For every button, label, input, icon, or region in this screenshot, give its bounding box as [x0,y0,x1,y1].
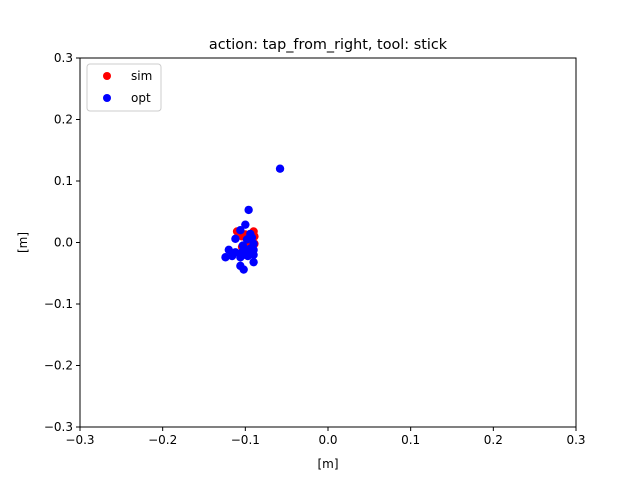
x-tick-label: 0.1 [401,433,420,447]
point-opt [231,234,240,244]
y-tick-label: 0.3 [54,51,73,65]
point-opt [244,205,253,215]
legend-label-opt: opt [131,91,151,105]
x-tick-label: 0.0 [318,433,337,447]
y-axis-label: [m] [16,232,30,253]
y-tick-label: 0.2 [54,113,73,127]
y-axis: −0.3 −0.2 −0.1 0.0 0.1 0.2 0.3 [44,51,80,434]
x-tick-label: −0.1 [231,433,260,447]
y-tick-label: −0.3 [44,420,73,434]
point-opt [236,226,245,235]
x-tick-label: −0.3 [65,433,94,447]
point-opt [239,265,248,274]
point-opt [227,251,237,261]
point-opt [249,257,258,267]
legend-marker-sim [103,72,111,80]
point-opt [243,251,253,261]
x-axis-label: [m] [317,457,338,471]
legend-marker-opt [103,94,111,102]
point-opt [224,245,233,255]
point-opt [241,220,250,229]
chart-title: action: tap_from_right, tool: stick [209,37,448,53]
y-tick-label: 0.1 [54,174,73,188]
points-layer [221,164,285,274]
y-tick-label: 0.0 [54,236,73,250]
y-tick-label: −0.1 [44,297,73,311]
point-opt [221,253,230,262]
point-opt [275,164,285,173]
x-axis: −0.3 −0.2 −0.1 0.0 0.1 0.2 0.3 [65,427,586,447]
x-tick-label: −0.2 [148,433,177,447]
legend: sim opt [86,63,162,112]
point-opt [238,241,248,250]
x-tick-label: 0.3 [566,433,585,447]
legend-label-sim: sim [131,69,152,83]
y-tick-label: −0.2 [44,359,73,373]
x-tick-label: 0.2 [484,433,503,447]
